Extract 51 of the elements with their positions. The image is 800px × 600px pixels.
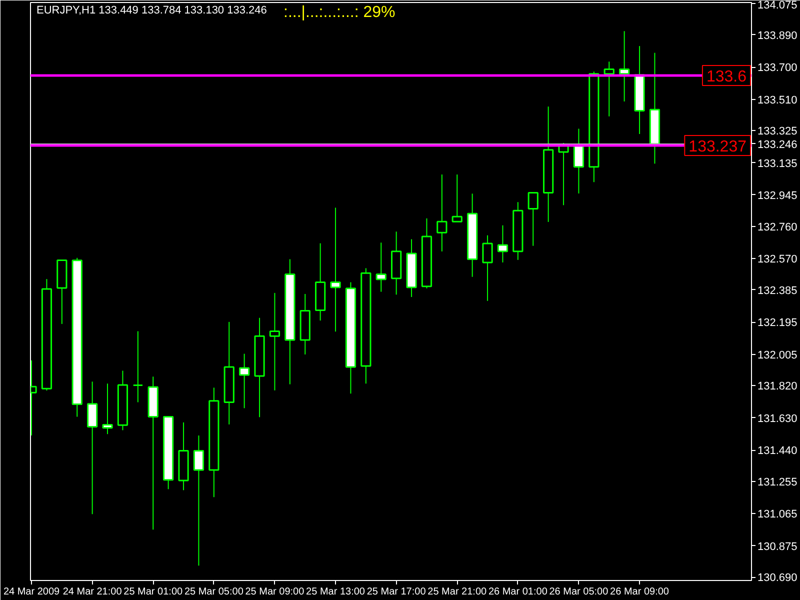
x-tick-label: 26 Mar 09:00: [610, 586, 670, 598]
ref-line-label: 133.246: [758, 138, 798, 151]
x-tick-label: 24 Mar 21:00: [62, 586, 122, 598]
x-tick-label: 26 Mar 01:00: [488, 586, 548, 598]
y-tick-label: 131.820: [758, 380, 798, 393]
y-tick-label: 131.065: [758, 508, 798, 521]
y-tick-label: 133.700: [758, 62, 798, 74]
y-tick-label: 130.875: [758, 540, 798, 553]
candlestick: [436, 174, 448, 252]
candlestick: [330, 207, 341, 332]
y-tick-label: 132.760: [758, 221, 798, 234]
x-tick-label: 24 Mar 2009: [3, 586, 60, 598]
chart-title: EURJPY,H1 133.449 133.784 133.130 133.246: [36, 4, 267, 16]
candlestick: [239, 353, 250, 409]
candlestick: [376, 242, 386, 292]
ref-line-label: 133.237: [688, 138, 747, 156]
y-tick-label: 130.690: [758, 572, 798, 584]
candlestick: [132, 330, 144, 403]
candlestick: [193, 434, 204, 566]
candlestick: [87, 381, 98, 515]
candlestick: [497, 224, 508, 263]
y-tick-label: 133.135: [758, 158, 798, 170]
candlestick: [452, 174, 462, 222]
y-tick-label: 132.195: [758, 317, 798, 330]
y-tick-label: 131.440: [758, 445, 798, 458]
y-tick-label: 133.510: [758, 94, 798, 106]
ref-line-label: 133.6: [706, 68, 747, 86]
x-tick-label: 25 Mar 17:00: [366, 586, 426, 598]
y-tick-label: 132.570: [758, 254, 798, 266]
candlestick: [269, 292, 280, 391]
y-tick-label: 134.075: [758, 0, 798, 12]
x-tick-label: 25 Mar 05:00: [184, 586, 244, 598]
annotation: :...|...:...:...: 29%: [284, 4, 396, 21]
candlestick: [482, 234, 493, 302]
x-tick-label: 25 Mar 01:00: [124, 586, 184, 598]
candlestick: [528, 192, 538, 246]
y-tick-label: 132.385: [758, 284, 798, 297]
x-tick-label: 25 Mar 13:00: [306, 586, 366, 598]
x-tick-label: 25 Mar 21:00: [428, 586, 488, 598]
candlestick: [573, 128, 584, 194]
candlestick: [102, 383, 113, 435]
y-tick-label: 132.005: [758, 349, 798, 362]
y-tick-label: 131.630: [758, 412, 798, 425]
candlestick: [619, 30, 630, 102]
x-tick-label: 26 Mar 05:00: [549, 586, 609, 598]
y-tick-label: 132.945: [758, 190, 798, 202]
y-tick-label: 131.255: [758, 476, 798, 488]
x-tick-label: 25 Mar 09:00: [245, 586, 305, 598]
y-tick-label: 133.325: [758, 126, 798, 138]
candlestick: [604, 61, 614, 117]
y-tick-label: 133.890: [758, 30, 798, 42]
